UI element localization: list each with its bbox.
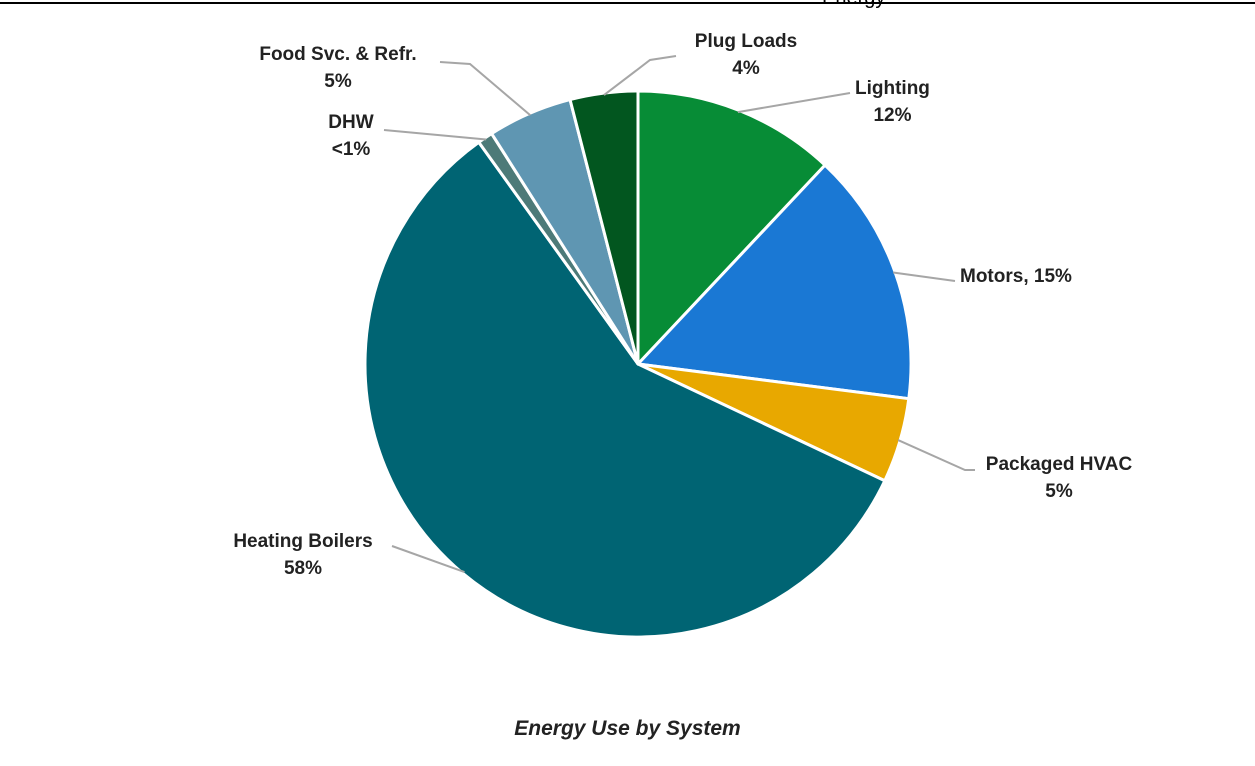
pie-slice-lighting	[636, 89, 827, 366]
leader-line-heating-boilers	[391, 545, 465, 574]
pie-slice-heating-boilers	[363, 140, 887, 639]
label-dhw-value: <1%	[331, 139, 371, 160]
label-heating-boilers-name: Heating Boilers	[233, 531, 373, 552]
label-lighting: Lighting 12%	[855, 75, 930, 129]
label-heating-boilers: Heating Boilers 58%	[215, 528, 391, 582]
label-dhw: DHW <1%	[318, 109, 384, 163]
pie-chart: Lighting 12% Motors, 15% Packaged HVAC 5…	[215, 28, 1140, 639]
label-food-svc-name: Food Svc. & Refr.	[259, 44, 417, 65]
pie-chart-svg	[363, 55, 975, 639]
label-food-svc: Food Svc. & Refr. 5%	[240, 41, 436, 95]
label-lighting-value: 12%	[873, 105, 912, 126]
label-plug-loads-name: Plug Loads	[694, 31, 798, 52]
figure-caption: Energy Use by System	[514, 717, 741, 740]
label-packaged-hvac: Packaged HVAC 5%	[978, 451, 1140, 505]
leader-line-lighting	[737, 92, 851, 114]
label-plug-loads: Plug Loads 4%	[683, 28, 809, 82]
leader-line-plug-loads	[603, 55, 677, 96]
header-text-fragment: Energy	[822, 0, 885, 10]
leader-line-food-svc-refr	[439, 61, 531, 117]
label-lighting-name: Lighting	[855, 78, 930, 99]
label-packaged-hvac-value: 5%	[1045, 481, 1073, 502]
label-dhw-name: DHW	[328, 112, 374, 133]
leader-line-motors	[892, 271, 956, 282]
label-motors-name: Motors, 15%	[960, 266, 1072, 287]
label-plug-loads-value: 4%	[732, 58, 760, 79]
slices-group	[363, 89, 913, 639]
label-motors: Motors, 15%	[960, 263, 1072, 290]
label-packaged-hvac-name: Packaged HVAC	[985, 454, 1133, 475]
top-rule	[0, 2, 1255, 4]
leader-line-packaged-hvac	[897, 439, 975, 471]
pie-slice-plug-loads	[568, 89, 640, 366]
label-heating-boilers-value: 58%	[283, 558, 323, 579]
label-food-svc-value: 5%	[324, 71, 352, 92]
leader-line-dhw	[383, 129, 487, 141]
leader-lines-group	[383, 55, 975, 574]
